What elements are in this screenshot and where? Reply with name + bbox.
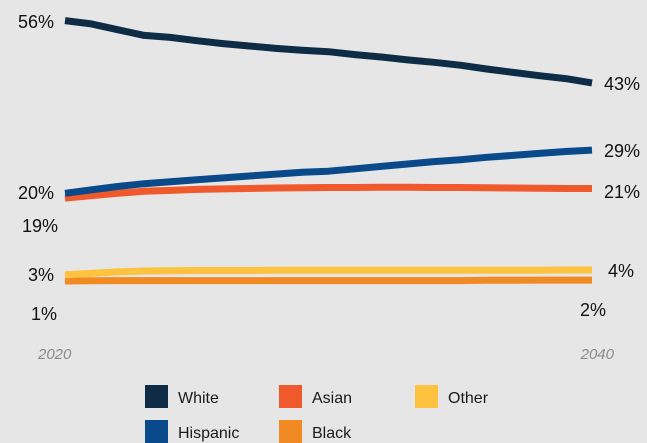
legend: White Asian Other Hispanic Black — [145, 385, 489, 443]
x-tick-label-end: 2040 — [580, 346, 615, 363]
series-lines — [64, 17, 593, 285]
end-value-label-black: 2% — [580, 300, 606, 320]
end-value-label-other: 4% — [608, 261, 634, 281]
legend-swatch-black — [279, 420, 302, 443]
start-value-label-white: 56% — [18, 12, 54, 32]
series-line-black — [64, 276, 592, 285]
legend-label-white: White — [178, 390, 219, 407]
series-line-white — [64, 17, 593, 87]
start-value-label-other: 3% — [28, 265, 54, 285]
legend-swatch-white — [145, 385, 168, 408]
start-value-label-asian: 19% — [22, 216, 58, 236]
legend-label-other: Other — [448, 390, 489, 407]
series-line-other — [64, 266, 592, 279]
x-tick-label-start: 2020 — [37, 346, 72, 363]
start-value-label-hispanic: 20% — [18, 183, 54, 203]
end-value-label-white: 43% — [604, 74, 640, 94]
start-value-label-black: 1% — [31, 304, 57, 324]
legend-label-black: Black — [312, 425, 352, 442]
legend-swatch-hispanic — [145, 420, 168, 443]
legend-label-asian: Asian — [312, 390, 352, 407]
legend-swatch-other — [415, 385, 438, 408]
legend-label-hispanic: Hispanic — [178, 425, 239, 442]
value-labels: 56% 43% 20% 29% 19% 21% 3% 4% 1% 2% — [18, 12, 640, 324]
end-value-label-hispanic: 29% — [604, 141, 640, 161]
series-line-hispanic — [64, 146, 593, 197]
x-axis-tick-labels: 2020 2040 — [37, 346, 615, 363]
end-value-label-asian: 21% — [604, 182, 640, 202]
series-line-asian — [64, 183, 592, 202]
legend-swatch-asian — [279, 385, 302, 408]
